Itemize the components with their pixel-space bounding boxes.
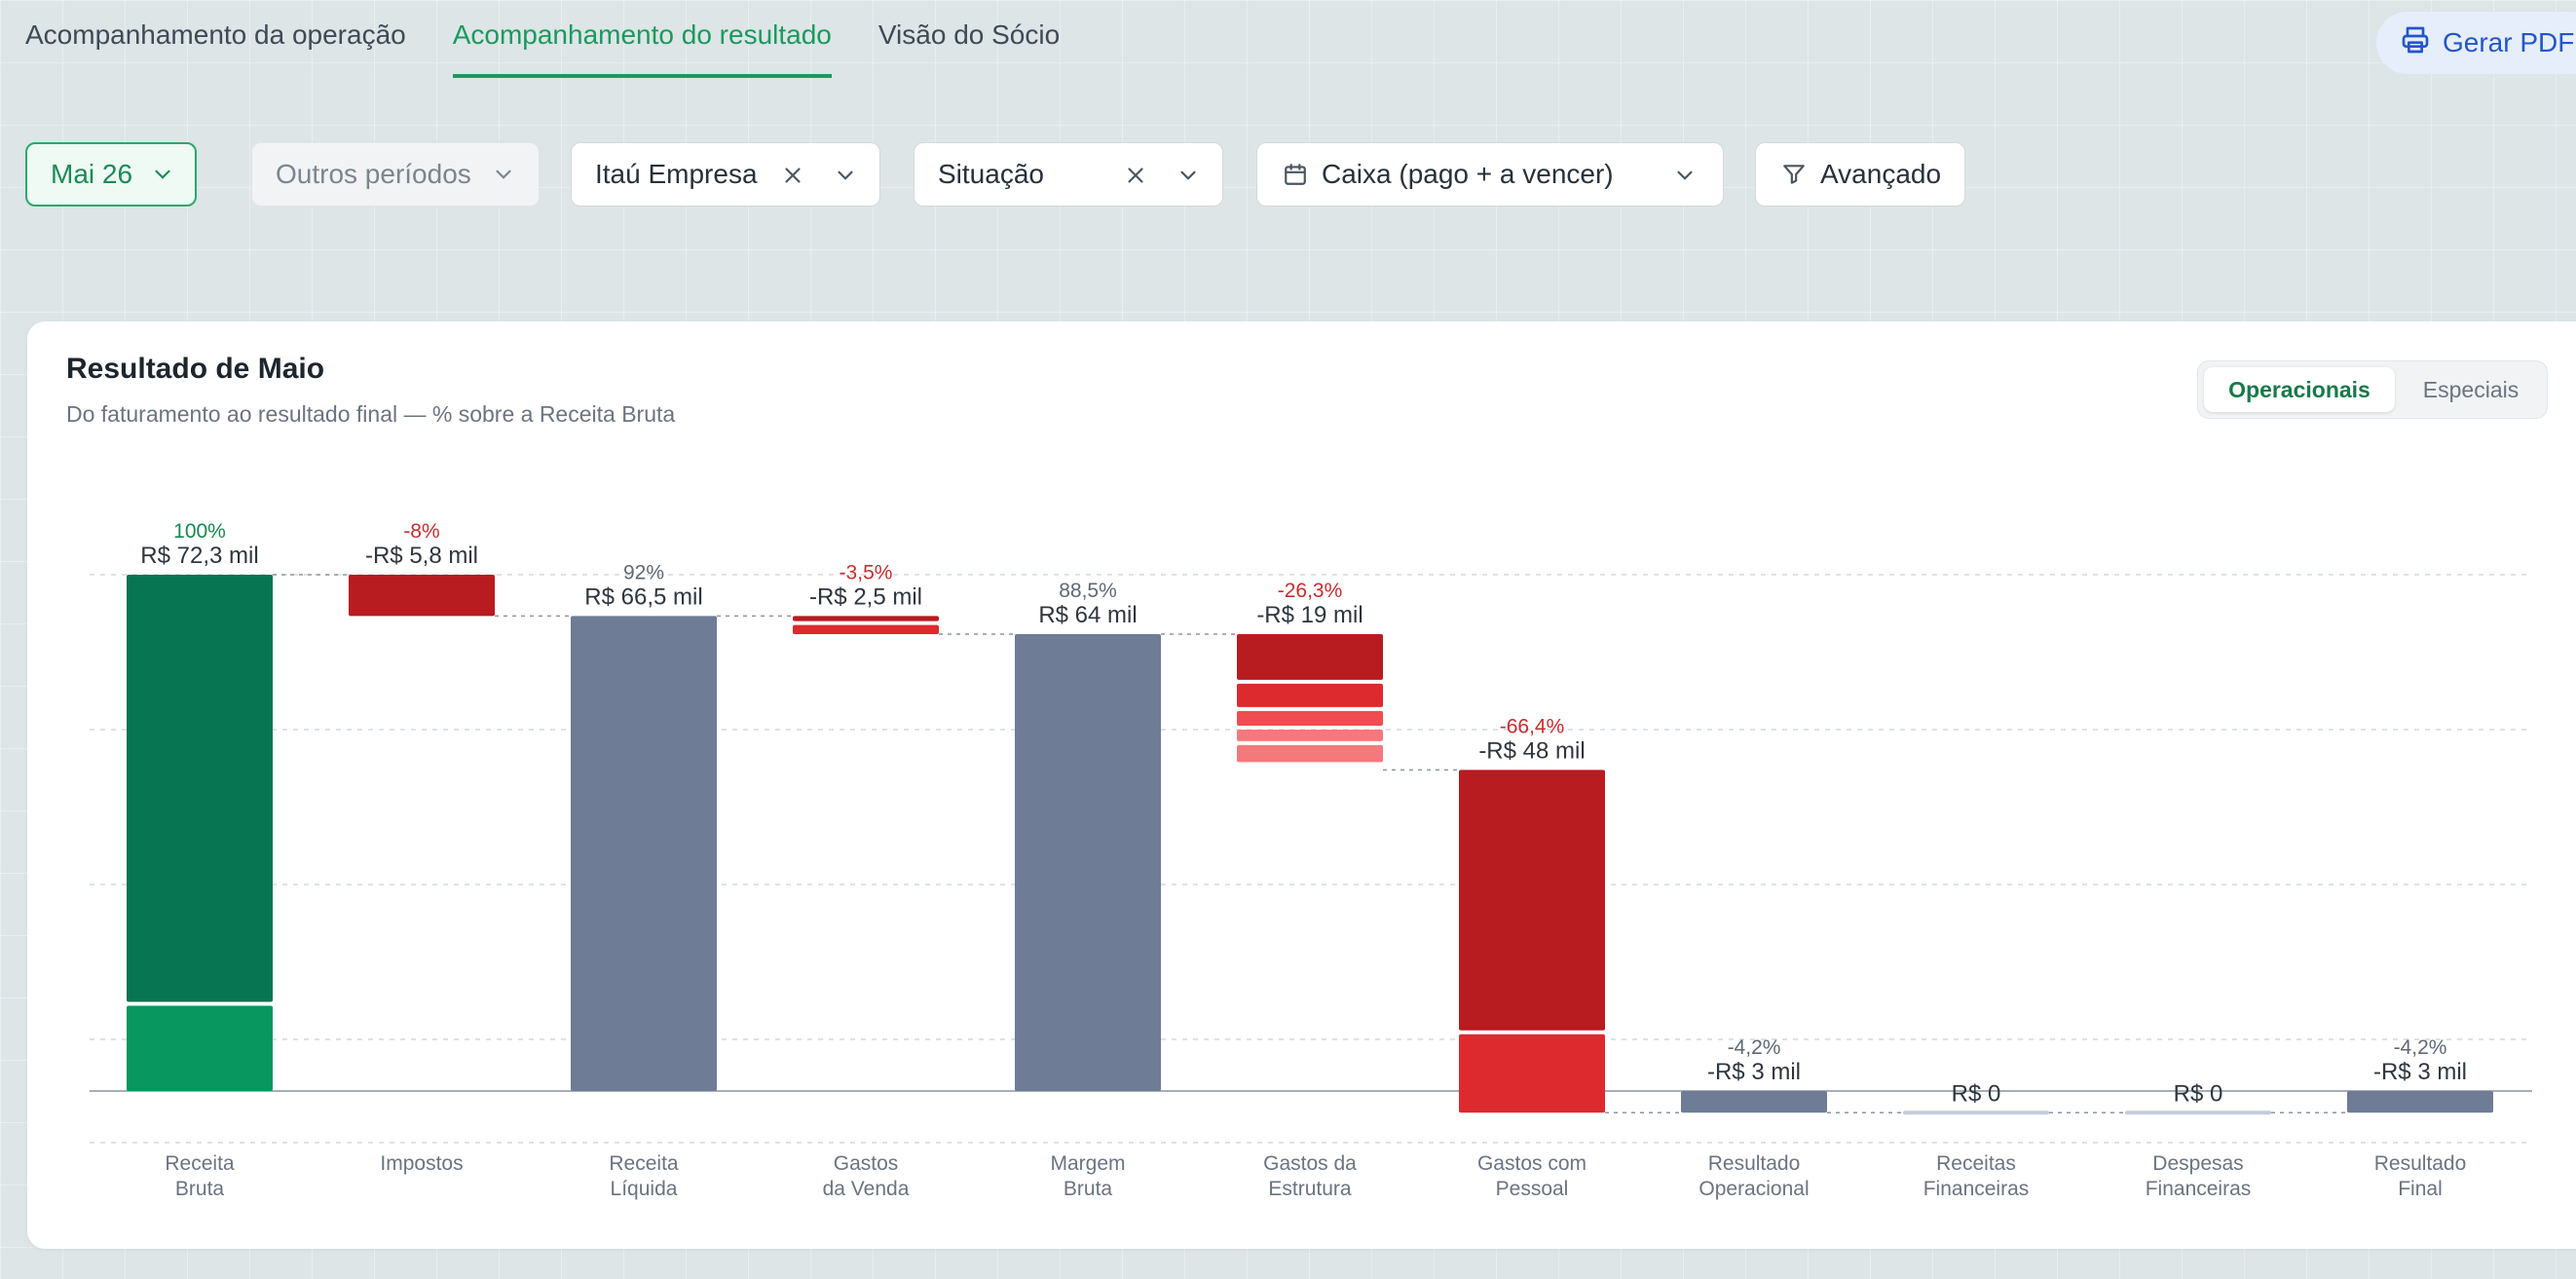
month-select[interactable]: Mai 26 <box>25 142 197 207</box>
month-value: Mai 26 <box>51 159 133 189</box>
category-label: Bruta <box>1064 1178 1113 1200</box>
percent-label: 100% <box>173 520 226 543</box>
generate-pdf-button[interactable]: Gerar PDF <box>2376 12 2576 74</box>
bar-segment <box>2347 1091 2493 1113</box>
bar-segment <box>793 624 939 634</box>
value-label: R$ 0 <box>2174 1080 2223 1107</box>
value-label: -R$ 3 mil <box>2373 1059 2467 1085</box>
category-label: Margem <box>1050 1152 1125 1175</box>
value-label: -R$ 2,5 mil <box>809 583 922 610</box>
value-label: R$ 0 <box>1952 1080 2001 1107</box>
percent-label: -4,2% <box>1728 1036 1781 1059</box>
category-label: Financeiras <box>2146 1178 2252 1200</box>
basis-value: Caixa (pago + a vencer) <box>1322 159 1614 189</box>
card-subtitle: Do faturamento ao resultado final — % so… <box>66 401 676 427</box>
percent-label: -66,4% <box>1500 715 1565 737</box>
chevron-down-icon <box>833 163 858 188</box>
bar-segment <box>127 575 273 1002</box>
card-title: Resultado de Maio <box>66 353 325 385</box>
bar-segment <box>1237 683 1383 707</box>
percent-label: -3,5% <box>840 561 893 583</box>
category-label: Impostos <box>380 1152 463 1175</box>
category-label: Gastos da <box>1263 1152 1357 1175</box>
bar-segment <box>1237 744 1383 763</box>
bar-segment <box>1459 1034 1605 1113</box>
percent-label: 88,5% <box>1059 580 1117 602</box>
value-label: -R$ 3 mil <box>1707 1059 1801 1085</box>
category-label: Pessoal <box>1496 1178 1569 1200</box>
printer-icon <box>2400 24 2431 62</box>
basis-select[interactable]: Caixa (pago + a vencer) <box>1256 142 1724 207</box>
bar-segment <box>571 616 717 1091</box>
bar-segment <box>1237 710 1383 726</box>
category-label: Final <box>2398 1178 2443 1200</box>
filter-icon <box>1781 162 1807 187</box>
value-label: R$ 64 mil <box>1038 602 1137 628</box>
account-select[interactable]: Itaú Empresa <box>571 142 880 207</box>
tab-bar: Acompanhamento da operação Acompanhament… <box>25 19 1060 78</box>
category-label: Bruta <box>175 1178 225 1200</box>
category-label: Financeiras <box>1923 1178 2030 1200</box>
bar-segment <box>349 575 495 617</box>
tab-operacao[interactable]: Acompanhamento da operação <box>25 19 406 50</box>
category-label: Receita <box>165 1152 235 1175</box>
chevron-down-icon <box>1176 163 1201 188</box>
percent-label: 92% <box>623 561 664 583</box>
toggle-especiais[interactable]: Especiais <box>2422 376 2520 402</box>
generate-pdf-label: Gerar PDF <box>2443 27 2575 57</box>
bar-zero <box>1903 1110 2049 1115</box>
calendar-icon <box>1283 162 1308 187</box>
other-periods-label: Outros períodos <box>276 159 471 189</box>
bar-segment <box>1237 730 1383 741</box>
category-label: Operacional <box>1699 1178 1809 1200</box>
toggle-operacionais[interactable]: Operacionais <box>2204 367 2395 412</box>
bar-segment <box>1015 633 1161 1091</box>
category-label: Gastos <box>834 1152 899 1175</box>
advanced-label: Avançado <box>1820 159 1942 189</box>
percent-label: -26,3% <box>1278 580 1343 602</box>
category-label: Estrutura <box>1268 1178 1352 1200</box>
value-label: R$ 66,5 mil <box>584 583 702 610</box>
category-label: Despesas <box>2152 1152 2243 1175</box>
bar-segment <box>127 1005 273 1091</box>
category-label: Resultado <box>1708 1152 1801 1175</box>
category-label: Gastos com <box>1477 1152 1587 1175</box>
view-toggle: Operacionais Especiais <box>2197 360 2548 419</box>
other-periods-select[interactable]: Outros períodos <box>251 142 540 207</box>
percent-label: -4,2% <box>2394 1036 2447 1059</box>
account-value: Itaú Empresa <box>595 159 758 189</box>
clear-status-icon[interactable] <box>1123 163 1148 188</box>
value-label: -R$ 48 mil <box>1478 737 1585 764</box>
bar-segment <box>793 616 939 621</box>
chevron-down-icon <box>150 162 175 187</box>
status-value: Situação <box>938 159 1044 189</box>
value-label: -R$ 5,8 mil <box>365 543 478 569</box>
tab-visao-socio[interactable]: Visão do Sócio <box>877 19 1061 50</box>
value-label: -R$ 19 mil <box>1256 602 1363 628</box>
tab-resultado[interactable]: Acompanhamento do resultado <box>452 19 832 78</box>
status-select[interactable]: Situação <box>914 142 1223 207</box>
percent-label: -8% <box>403 520 439 543</box>
bar-segment <box>1681 1091 1827 1113</box>
category-label: Resultado <box>2374 1152 2467 1175</box>
bar-segment <box>1237 633 1383 680</box>
value-label: R$ 72,3 mil <box>140 543 258 569</box>
chevron-down-icon <box>1672 163 1698 188</box>
result-card: Resultado de Maio Do faturamento ao resu… <box>27 321 2576 1249</box>
category-label: Receitas <box>1936 1152 2016 1175</box>
category-label: da Venda <box>823 1178 910 1200</box>
advanced-filter-button[interactable]: Avançado <box>1755 142 1965 207</box>
bar-segment <box>1459 770 1605 1031</box>
chevron-down-icon <box>491 162 516 187</box>
bar-zero <box>2125 1110 2271 1115</box>
category-label: Líquida <box>611 1178 678 1200</box>
category-label: Receita <box>609 1152 679 1175</box>
clear-account-icon[interactable] <box>780 163 805 188</box>
